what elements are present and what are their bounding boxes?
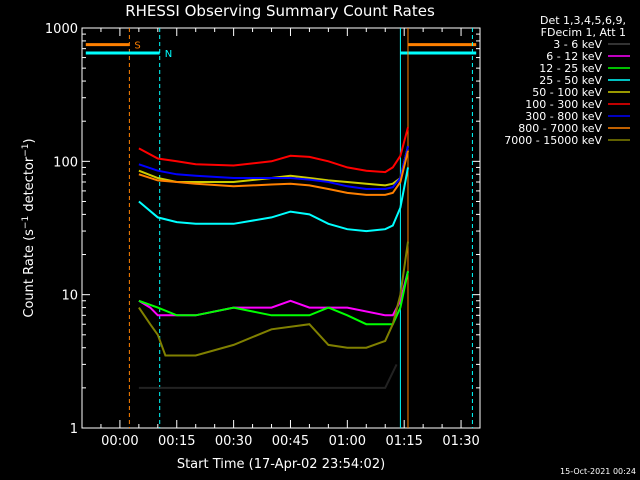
legend: Det 1,3,4,5,6,9,FDecim 1, Att 13 - 6 keV… <box>504 14 630 147</box>
series-line <box>138 270 409 317</box>
y-tick-label: 10 <box>61 289 78 304</box>
y-tick-label: 1000 <box>45 22 78 37</box>
x-tick-label: 00:45 <box>272 434 309 449</box>
y-axis-label-part: −1 <box>21 143 31 156</box>
legend-entry-label: 6 - 12 keV <box>546 50 602 63</box>
series-line <box>138 145 409 190</box>
series-line <box>138 241 409 357</box>
y-axis-label-part: ) <box>22 138 37 143</box>
series-line <box>138 150 409 196</box>
y-axis-label-part: detector <box>22 156 37 216</box>
plot-frame <box>81 27 481 429</box>
x-tick-label: 01:15 <box>385 434 422 449</box>
legend-entry-label: 3 - 6 keV <box>553 38 602 51</box>
legend-entry-label: 50 - 100 keV <box>532 86 602 99</box>
plot-area: SN <box>85 28 477 428</box>
x-axis-label: Start Time (17-Apr-02 23:54:02) <box>177 457 385 472</box>
chart-title: RHESSI Observing Summary Count Rates <box>125 2 435 20</box>
legend-title: FDecim 1, Att 1 <box>541 26 626 39</box>
x-tick-label: 00:00 <box>101 434 138 449</box>
series-line <box>138 167 409 233</box>
legend-entry-label: 800 - 7000 keV <box>518 122 602 135</box>
legend-title: Det 1,3,4,5,6,9, <box>540 14 626 27</box>
y-tick-label: 100 <box>53 155 78 170</box>
legend-entry-label: 300 - 800 keV <box>525 110 602 123</box>
legend-entry-label: 7000 - 15000 keV <box>504 134 602 147</box>
series-line <box>138 127 409 174</box>
footer-timestamp: 15-Oct-2021 00:24 <box>560 467 636 476</box>
y-axis-label-part: Count Rate (s <box>22 229 37 318</box>
y-axis: 1 10 100 1000 <box>45 22 480 437</box>
x-axis: 00:00 00:15 00:30 00:45 01:00 01:15 01:30 <box>100 28 480 449</box>
x-tick-label: 01:30 <box>442 434 479 449</box>
x-tick-label: 00:15 <box>158 434 195 449</box>
marker-label: S <box>134 41 140 52</box>
y-axis-label: Count Rate (s−1 detector−1) <box>21 138 37 317</box>
y-tick-label: 1 <box>70 422 78 437</box>
y-axis-label-part: −1 <box>21 216 31 229</box>
series-line <box>138 270 409 326</box>
marker-label: N <box>165 49 172 60</box>
series-line <box>138 363 398 389</box>
x-tick-label: 01:00 <box>329 434 366 449</box>
legend-entry-label: 100 - 300 keV <box>525 98 602 111</box>
legend-entry-label: 12 - 25 keV <box>539 62 602 75</box>
legend-entry-label: 25 - 50 keV <box>539 74 602 87</box>
x-tick-label: 00:30 <box>215 434 252 449</box>
